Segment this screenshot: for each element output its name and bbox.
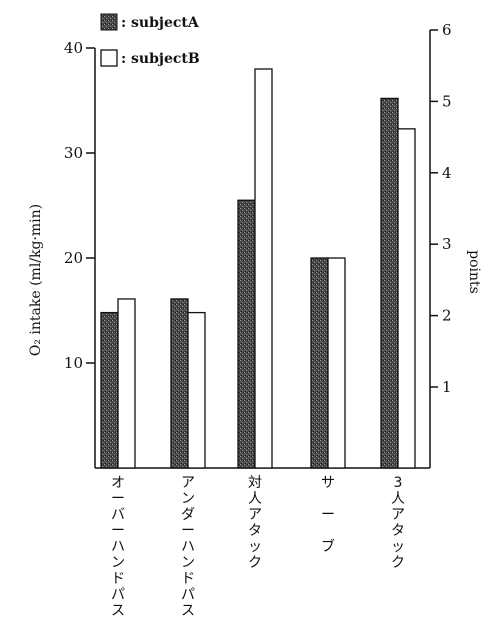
y2-tick-label: 5 [442,92,452,110]
bar-subjectA-2 [170,298,189,469]
y-tick-label: 10 [64,354,83,372]
y2-tick-label: 1 [442,378,452,396]
bar-subjectB-2 [187,311,206,469]
category-label: 対人アタック [248,475,262,571]
y2-tick-label: 4 [442,164,452,182]
category-label: オーバーハンドパス [111,475,125,617]
category-labels: オーバーハンドパス アンダーハンドパス 対人アタック サ ー ブ 3 人アタック [111,475,405,617]
y-axis-title: O₂ intake (ml/kg·min) [28,204,44,356]
bars [100,68,416,469]
bar-subjectB-3 [254,68,273,469]
category-label: アンダーハンドパス [181,475,195,617]
bar-subjectA-1 [100,311,119,469]
bar-subjectA-4 [310,257,329,469]
y2-tick-label: 6 [442,21,452,39]
y-tick-label: 20 [64,249,83,267]
legend-label-subjectA: : subjectA [121,15,200,31]
y-tick-label: 30 [64,144,83,162]
y2-axis-title: points [466,250,482,294]
y-axis-ticks: 10 20 30 40 [64,39,95,372]
legend-swatch-subjectA [100,13,118,31]
y2-tick-label: 2 [442,307,452,325]
bar-subjectB-4 [327,257,346,469]
y-tick-label: 40 [64,39,83,57]
bar-subjectB-5 [397,128,416,469]
legend-label-subjectB: : subjectB [121,51,200,67]
y2-axis-ticks: 1 2 3 4 5 6 [430,21,452,396]
legend: : subjectA : subjectB [100,13,200,67]
legend-swatch-subjectB [100,49,118,67]
bar-subjectA-3 [237,199,256,469]
y2-tick-label: 3 [442,235,452,253]
category-label: 3 人アタック [391,475,405,571]
bar-subjectB-1 [117,298,136,469]
bar-subjectA-5 [380,97,399,469]
category-label: サ ー ブ [321,475,335,555]
